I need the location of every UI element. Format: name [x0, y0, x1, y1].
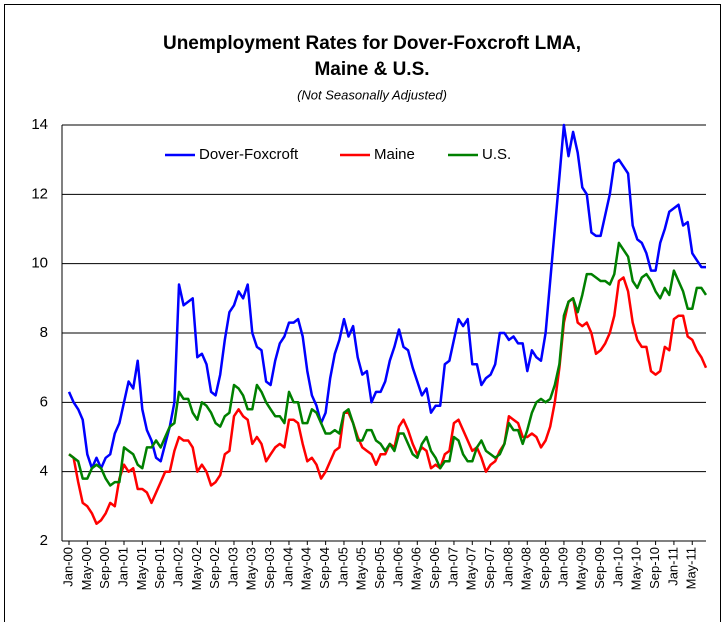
- x-tick-label: Jan-07: [445, 547, 460, 587]
- legend-label: Maine: [374, 146, 415, 163]
- x-tick-label: Jan-01: [115, 547, 130, 587]
- x-tick-label: Sep-05: [372, 547, 387, 589]
- x-tick-label: Jan-03: [225, 547, 240, 587]
- y-tick-label: 14: [31, 116, 48, 133]
- x-tick-label: May-09: [574, 547, 589, 590]
- x-tick-label: Jan-05: [335, 547, 350, 587]
- x-tick-label: Jan-09: [555, 547, 570, 587]
- x-tick-label: May-01: [134, 547, 149, 590]
- x-tick-label: Sep-10: [647, 547, 662, 589]
- chart-subtitle: (Not Seasonally Adjusted): [297, 87, 447, 102]
- x-tick-label: Jan-04: [280, 547, 295, 587]
- x-tick-label: May-08: [519, 547, 534, 590]
- x-tick-label: Sep-03: [262, 547, 277, 589]
- x-tick-label: May-05: [354, 547, 369, 590]
- x-tick-label: Sep-09: [592, 547, 607, 589]
- y-tick-label: 10: [31, 255, 48, 272]
- x-tick-label: May-04: [299, 547, 314, 590]
- x-tick-label: May-00: [79, 547, 94, 590]
- y-tick-label: 6: [40, 393, 48, 410]
- x-tick-label: Sep-08: [537, 547, 552, 589]
- x-tick-label: Jan-10: [610, 547, 625, 587]
- x-tick-label: May-06: [409, 547, 424, 590]
- x-tick-label: May-11: [684, 547, 699, 589]
- x-tick-label: May-10: [629, 547, 644, 590]
- x-tick-label: Jan-02: [170, 547, 185, 587]
- series-line: [68, 241, 708, 487]
- x-tick-label: Sep-02: [207, 547, 222, 589]
- y-tick-label: 4: [40, 463, 48, 480]
- x-tick-label: Sep-00: [97, 547, 112, 589]
- legend-label: Dover-Foxcroft: [199, 146, 299, 163]
- x-tick-label: Sep-06: [427, 547, 442, 589]
- x-tick-label: Jan-06: [390, 547, 405, 587]
- y-tick-label: 8: [40, 324, 48, 341]
- series-line: [67, 123, 706, 470]
- x-tick-label: Sep-04: [317, 547, 332, 589]
- legend-label: U.S.: [482, 146, 511, 163]
- chart-title: Unemployment Rates for Dover-Foxcroft LM…: [163, 33, 581, 54]
- y-tick-label: 2: [40, 532, 48, 549]
- x-tick-label: May-02: [189, 547, 204, 590]
- y-tick-label: 12: [31, 185, 48, 202]
- x-tick-label: May-03: [244, 547, 259, 590]
- x-tick-label: Sep-07: [482, 547, 497, 589]
- x-tick-label: Sep-01: [152, 547, 167, 589]
- x-tick-label: Jan-08: [500, 547, 515, 587]
- x-tick-label: Jan-11: [665, 547, 680, 586]
- chart-title: Maine & U.S.: [314, 59, 429, 80]
- x-tick-label: May-07: [464, 547, 479, 590]
- x-tick-label: Jan-00: [60, 547, 75, 587]
- series-line: [68, 276, 708, 525]
- chart-border: [4, 4, 721, 622]
